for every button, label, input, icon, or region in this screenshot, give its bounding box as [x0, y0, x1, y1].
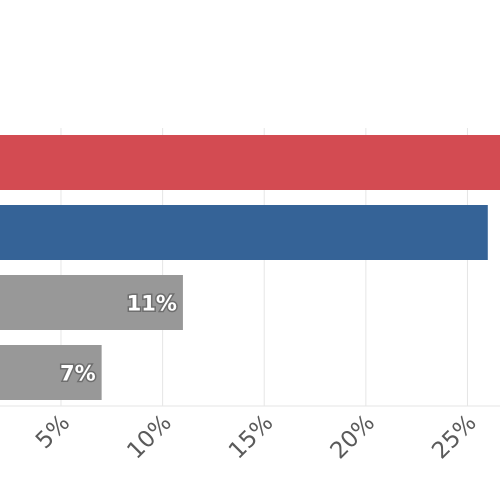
- x-axis-tick-labels: 5% 10% 15% 20% 25%: [31, 410, 482, 465]
- x-tick-label-10: 10%: [122, 410, 177, 465]
- x-tick-label-15: 15%: [224, 410, 279, 465]
- data-label-4: 7%: [60, 362, 96, 386]
- data-labels: 11% 7%: [58, 290, 178, 387]
- x-tick-label-25: 25%: [427, 410, 482, 465]
- bars: [0, 135, 500, 400]
- data-label-3: 11%: [127, 292, 177, 316]
- x-tick-label-20: 20%: [326, 410, 381, 465]
- bar-2: [0, 205, 488, 260]
- bar-1: [0, 135, 500, 190]
- bar-3: [0, 275, 183, 330]
- x-tick-label-5: 5%: [31, 410, 75, 454]
- bar-4: [0, 345, 102, 400]
